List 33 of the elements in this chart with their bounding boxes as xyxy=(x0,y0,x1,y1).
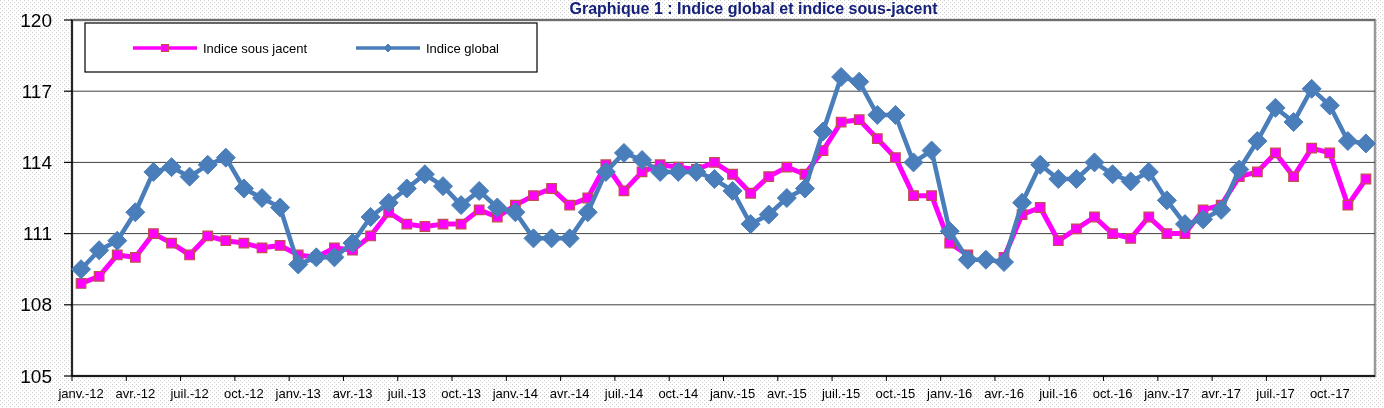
x-tick-label: juil.-17 xyxy=(1255,386,1295,401)
y-tick-label: 114 xyxy=(21,151,53,173)
y-tick-label: 108 xyxy=(20,294,52,316)
x-tick-label: oct.-13 xyxy=(441,386,481,401)
x-tick-label: avr.-15 xyxy=(766,386,807,401)
x-tick-label: oct.-16 xyxy=(1092,386,1133,401)
x-tick-label: janv.-12 xyxy=(57,386,104,401)
x-tick-label: avr.-16 xyxy=(984,386,1024,401)
x-tick-label: oct.-14 xyxy=(658,386,699,401)
x-tick-label: juil.-16 xyxy=(1038,386,1078,401)
x-tick-label: juil.-15 xyxy=(820,386,861,401)
x-tick-label: janv.-13 xyxy=(274,386,321,401)
x-tick-label: juil.-14 xyxy=(603,386,644,401)
y-tick-label: 105 xyxy=(20,365,52,387)
x-tick-label: oct.-15 xyxy=(875,386,916,401)
legend-label: Indice sous jacent xyxy=(203,40,308,56)
y-tick-label: 120 xyxy=(20,9,52,31)
x-tick-label: avr.-12 xyxy=(115,386,156,401)
chart-title: Graphique 1 : Indice global et indice sous-jacent xyxy=(569,0,939,17)
x-tick-label: janv.-14 xyxy=(491,386,539,401)
x-tick-label: avr.-14 xyxy=(549,386,590,401)
x-tick-label: juil.-13 xyxy=(386,386,426,401)
y-tick-label: 111 xyxy=(23,223,52,245)
x-tick-label: janv.-15 xyxy=(708,386,756,401)
x-tick-label: avr.-17 xyxy=(1201,386,1242,401)
x-tick-label: oct.-17 xyxy=(1309,386,1350,401)
y-tick-label: 117 xyxy=(21,80,52,102)
x-tick-label: avr.-13 xyxy=(332,386,373,401)
legend-label: Indice global xyxy=(426,40,500,56)
x-tick-label: oct.-12 xyxy=(224,386,264,401)
x-tick-label: janv.-16 xyxy=(926,386,973,401)
x-tick-label: juil.-12 xyxy=(169,386,209,401)
x-tick-label: janv.-17 xyxy=(1143,386,1190,401)
